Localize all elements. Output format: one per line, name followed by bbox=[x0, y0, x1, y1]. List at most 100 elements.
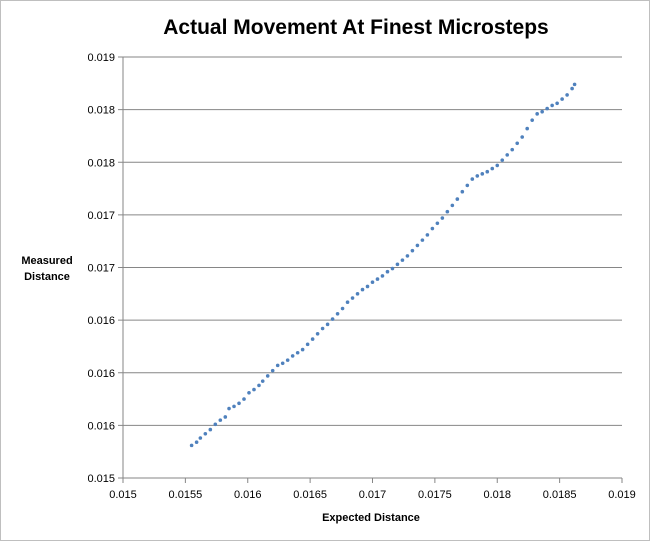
data-point bbox=[335, 312, 340, 316]
x-tick-label: 0.0155 bbox=[169, 489, 203, 501]
data-point bbox=[232, 404, 236, 409]
data-point bbox=[520, 135, 524, 139]
data-point bbox=[260, 379, 265, 383]
data-point bbox=[345, 300, 350, 305]
data-point bbox=[300, 347, 305, 352]
x-tick-label: 0.015 bbox=[109, 489, 137, 501]
data-point bbox=[480, 172, 485, 176]
data-point bbox=[545, 106, 549, 111]
y-tick-label: 0.019 bbox=[87, 52, 115, 64]
data-point bbox=[370, 280, 375, 285]
x-tick-label: 0.019 bbox=[608, 489, 636, 501]
data-point bbox=[189, 443, 194, 448]
data-point bbox=[440, 216, 445, 220]
x-tick-label: 0.0165 bbox=[293, 489, 327, 501]
data-point bbox=[305, 342, 310, 347]
data-point bbox=[310, 337, 315, 341]
data-point bbox=[555, 101, 559, 106]
data-point bbox=[445, 209, 450, 214]
data-point bbox=[470, 177, 475, 181]
data-point bbox=[565, 93, 569, 97]
data-point bbox=[435, 221, 440, 226]
y-tick-label: 0.016 bbox=[87, 420, 115, 432]
data-point bbox=[415, 243, 420, 248]
data-point bbox=[505, 153, 510, 157]
data-point bbox=[495, 163, 500, 168]
data-point bbox=[265, 374, 270, 378]
data-point bbox=[340, 306, 345, 311]
y-tick-label: 0.016 bbox=[87, 368, 115, 380]
y-tick-label: 0.017 bbox=[87, 263, 115, 275]
data-point bbox=[560, 97, 564, 101]
data-point bbox=[194, 440, 199, 445]
y-axis-label-line-1: Measured bbox=[21, 255, 72, 267]
data-point bbox=[400, 258, 405, 262]
data-point bbox=[280, 361, 285, 366]
x-axis-label: Expected Distance bbox=[322, 512, 420, 524]
data-point bbox=[465, 183, 470, 188]
data-point bbox=[535, 112, 539, 116]
data-point bbox=[223, 415, 228, 419]
x-tick-label: 0.016 bbox=[234, 489, 262, 501]
data-point bbox=[490, 166, 495, 171]
y-tick-label: 0.017 bbox=[87, 210, 115, 222]
x-tick-label: 0.0185 bbox=[543, 489, 577, 501]
data-point bbox=[570, 86, 574, 91]
data-point bbox=[530, 118, 534, 122]
x-tick-labels: 0.015 0.0155 0.016 0.0165 0.017 0.0175 0.018 0.… bbox=[109, 489, 636, 501]
data-point bbox=[572, 82, 577, 87]
data-point bbox=[257, 383, 261, 388]
data-point bbox=[500, 158, 505, 162]
data-point bbox=[315, 332, 320, 336]
data-point bbox=[365, 284, 370, 289]
data-point bbox=[525, 126, 529, 131]
data-point bbox=[285, 358, 290, 362]
data-point bbox=[375, 277, 380, 281]
data-point bbox=[218, 418, 223, 422]
chart-title: Actual Movement At Finest Microsteps bbox=[163, 16, 548, 39]
data-point bbox=[410, 248, 415, 253]
data-point bbox=[450, 203, 455, 208]
data-point bbox=[550, 103, 554, 108]
data-point bbox=[425, 233, 430, 237]
data-point bbox=[385, 269, 390, 274]
data-point bbox=[270, 368, 275, 373]
data-point bbox=[515, 141, 520, 146]
data-point bbox=[475, 174, 480, 178]
data-point bbox=[330, 317, 335, 321]
data-point bbox=[405, 254, 410, 258]
y-tick-label: 0.018 bbox=[87, 105, 115, 117]
data-point bbox=[227, 406, 231, 411]
data-point bbox=[203, 431, 208, 436]
data-point bbox=[355, 292, 360, 296]
data-point bbox=[430, 226, 435, 231]
data-point bbox=[510, 147, 515, 152]
data-point bbox=[242, 397, 246, 401]
data-point bbox=[360, 287, 365, 292]
data-point bbox=[485, 169, 490, 174]
data-point bbox=[198, 436, 203, 440]
data-point bbox=[290, 354, 295, 358]
data-point bbox=[252, 387, 256, 392]
data-point bbox=[208, 427, 213, 432]
data-point bbox=[325, 322, 330, 327]
data-point bbox=[247, 390, 251, 395]
x-tick-label: 0.0175 bbox=[418, 489, 452, 501]
data-point bbox=[420, 238, 425, 242]
y-tick-label: 0.018 bbox=[87, 157, 115, 169]
data-point bbox=[237, 401, 241, 406]
data-point bbox=[390, 266, 395, 271]
data-point bbox=[213, 422, 218, 427]
data-point bbox=[320, 326, 325, 331]
data-point bbox=[395, 262, 400, 267]
x-tick-label: 0.017 bbox=[359, 489, 387, 501]
data-point bbox=[275, 363, 280, 368]
axes bbox=[118, 56, 623, 483]
y-tick-labels: 0.015 0.016 0.016 0.016 0.017 0.017 0.018 0.018… bbox=[87, 52, 115, 485]
x-tick-label: 0.018 bbox=[483, 489, 511, 501]
y-axis-label-line-2: Distance bbox=[24, 271, 70, 283]
y-tick-label: 0.015 bbox=[87, 473, 115, 485]
data-point bbox=[455, 197, 460, 201]
